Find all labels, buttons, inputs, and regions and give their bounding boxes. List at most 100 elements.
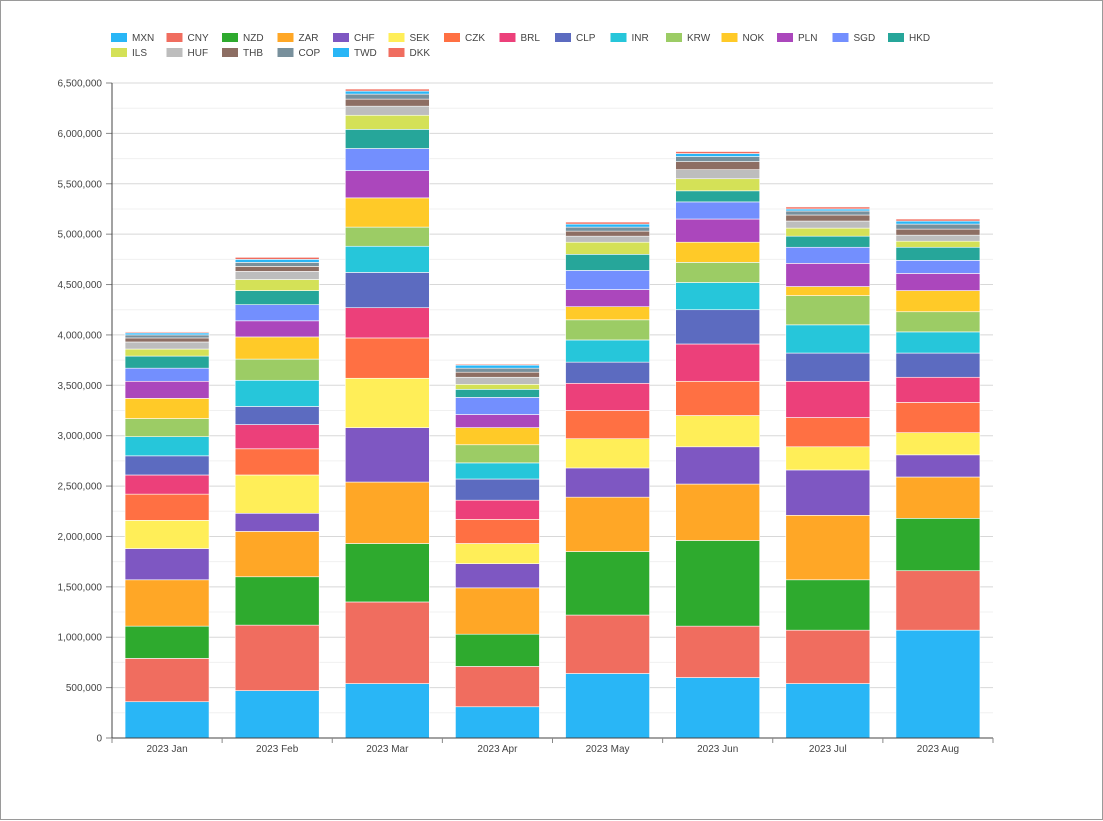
bar-segment-brl[interactable] [785, 380, 871, 418]
bar-segment-krw[interactable] [345, 226, 430, 247]
bar-segment-chf[interactable] [234, 512, 320, 532]
bar-segment-hkd[interactable] [565, 254, 650, 271]
bar-segment-sek[interactable] [565, 438, 650, 469]
bar-segment-cny[interactable] [895, 570, 981, 631]
legend-item-brl[interactable]: BRL [499, 33, 541, 44]
bar-segment-nzd[interactable] [345, 543, 430, 603]
bar-segment-brl[interactable] [675, 343, 760, 382]
legend-item-twd[interactable]: TWD [333, 48, 377, 59]
bar-segment-sek[interactable] [785, 446, 871, 471]
legend-item-cny[interactable]: CNY [166, 33, 209, 44]
bar-segment-nzd[interactable] [124, 625, 210, 659]
bar-segment-krw[interactable] [895, 311, 981, 333]
bar-segment-clp[interactable] [455, 478, 540, 501]
legend-item-krw[interactable]: KRW [666, 33, 711, 44]
legend-item-ils[interactable]: ILS [111, 48, 147, 59]
bar-segment-clp[interactable] [234, 406, 320, 425]
bar-segment-chf[interactable] [124, 548, 210, 581]
bar-segment-krw[interactable] [455, 444, 540, 464]
bar-segment-cny[interactable] [234, 624, 320, 691]
bar-segment-brl[interactable] [124, 474, 210, 495]
legend-item-hkd[interactable]: HKD [888, 33, 930, 44]
bar-segment-mxn[interactable] [565, 673, 650, 739]
legend-item-sgd[interactable]: SGD [832, 33, 876, 44]
bar-segment-hkd[interactable] [455, 389, 540, 398]
bar-segment-zar[interactable] [234, 531, 320, 578]
bar-segment-ils[interactable] [455, 383, 540, 390]
bar-segment-nok[interactable] [565, 306, 650, 321]
bar-segment-nzd[interactable] [455, 633, 540, 667]
bar-segment-pln[interactable] [895, 273, 981, 291]
bar-segment-cny[interactable] [565, 614, 650, 674]
bar-segment-czk[interactable] [234, 448, 320, 476]
bar-segment-krw[interactable] [234, 358, 320, 381]
bar-segment-sek[interactable] [455, 543, 540, 564]
bar-segment-czk[interactable] [675, 380, 760, 416]
bar-segment-cop[interactable] [124, 334, 210, 339]
bar-segment-huf[interactable] [455, 376, 540, 385]
bar-segment-sgd[interactable] [124, 367, 210, 382]
bar-segment-czk[interactable] [565, 410, 650, 440]
bar-segment-pln[interactable] [785, 263, 871, 287]
bar-segment-twd[interactable] [234, 259, 320, 263]
bar-segment-hkd[interactable] [895, 246, 981, 261]
bar-segment-clp[interactable] [345, 272, 430, 309]
bar-segment-ils[interactable] [124, 348, 210, 357]
bar-segment-sgd[interactable] [234, 304, 320, 322]
bar-segment-huf[interactable] [895, 234, 981, 242]
bar-segment-krw[interactable] [565, 319, 650, 341]
legend-item-cop[interactable]: COP [277, 48, 321, 59]
bar-segment-sek[interactable] [124, 520, 210, 549]
bar-segment-inr[interactable] [895, 331, 981, 354]
bar-segment-sek[interactable] [234, 474, 320, 514]
legend-item-sek[interactable]: SEK [388, 33, 430, 44]
bar-segment-cny[interactable] [124, 658, 210, 703]
legend-item-pln[interactable]: PLN [777, 33, 817, 44]
bar-segment-thb[interactable] [675, 161, 760, 170]
bar-segment-inr[interactable] [234, 379, 320, 407]
bar-segment-ils[interactable] [565, 241, 650, 255]
bar-segment-dkk[interactable] [895, 218, 981, 222]
bar-segment-thb[interactable] [565, 230, 650, 237]
bar-segment-zar[interactable] [895, 476, 981, 519]
bar-segment-cop[interactable] [234, 262, 320, 267]
bar-segment-pln[interactable] [565, 289, 650, 308]
bar-segment-dkk[interactable] [234, 257, 320, 260]
bar-segment-mxn[interactable] [234, 690, 320, 739]
bar-segment-huf[interactable] [124, 341, 210, 350]
bar-segment-zar[interactable] [455, 587, 540, 635]
bar-segment-clp[interactable] [895, 352, 981, 378]
bar-segment-dkk[interactable] [675, 151, 760, 154]
bar-segment-nzd[interactable] [675, 540, 760, 627]
legend-item-thb[interactable]: THB [222, 48, 263, 59]
bar-segment-czk[interactable] [124, 493, 210, 521]
bar-segment-cop[interactable] [345, 93, 430, 100]
bar-segment-cny[interactable] [675, 625, 760, 678]
bar-segment-pln[interactable] [124, 380, 210, 399]
bar-segment-mxn[interactable] [785, 683, 871, 739]
bar-segment-mxn[interactable] [345, 683, 430, 739]
bar-segment-krw[interactable] [675, 262, 760, 283]
legend-item-nzd[interactable]: NZD [222, 33, 264, 44]
bar-segment-cny[interactable] [345, 601, 430, 684]
bar-segment-thb[interactable] [785, 214, 871, 222]
bar-segment-hkd[interactable] [785, 235, 871, 248]
bar-segment-inr[interactable] [345, 245, 430, 273]
bar-segment-huf[interactable] [565, 235, 650, 243]
legend-item-dkk[interactable]: DKK [388, 48, 431, 59]
bar-segment-ils[interactable] [675, 178, 760, 192]
bar-segment-nok[interactable] [785, 286, 871, 296]
bar-segment-czk[interactable] [455, 519, 540, 544]
bar-segment-ils[interactable] [234, 279, 320, 291]
legend-item-chf[interactable]: CHF [333, 33, 375, 44]
bar-segment-brl[interactable] [234, 424, 320, 450]
bar-segment-nzd[interactable] [234, 576, 320, 626]
bar-segment-mxn[interactable] [124, 701, 210, 739]
bar-segment-sek[interactable] [345, 377, 430, 428]
bar-segment-dkk[interactable] [455, 363, 540, 366]
bar-segment-chf[interactable] [565, 467, 650, 498]
bar-segment-ils[interactable] [785, 227, 871, 237]
bar-segment-cop[interactable] [895, 223, 981, 230]
legend-item-nok[interactable]: NOK [721, 33, 765, 44]
bar-segment-dkk[interactable] [565, 221, 650, 225]
